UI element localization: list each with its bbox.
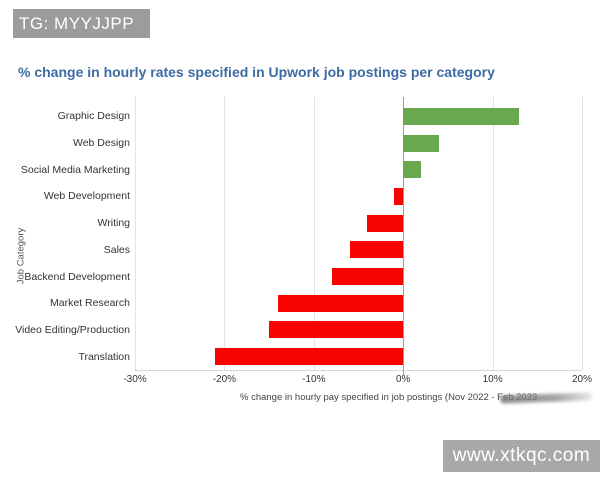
bars-layer [135,103,582,370]
gridline-0% [403,97,405,370]
gridline--30% [135,97,136,370]
watermark-bottom-right-text: www.xtkqc.com [452,445,591,466]
gridlines-layer [135,97,583,370]
x-tick--10%: -10% [302,374,326,385]
zero-tick-mark [403,370,405,375]
bar-translation [215,348,404,366]
bar-writing [367,214,404,232]
bar-social-media-marketing [403,161,422,179]
category-label-sales: Sales [103,243,130,256]
x-tick--30%: -30% [123,374,147,385]
bar-market-research [278,294,404,312]
watermark-bottom-right: www.xtkqc.com [443,440,600,472]
bar-web-development [394,187,404,205]
category-label-translation: Translation [78,350,130,363]
gridline--20% [224,97,226,370]
plot-area [135,97,583,371]
category-label-video-editing-production: Video Editing/Production [15,323,130,336]
category-label-backend-development: Backend Development [24,270,130,283]
watermark-top-left: TG: MYYJJPP [13,9,150,38]
bar-backend-development [331,268,404,286]
category-axis-labels: Graphic Design Web Design Social Media Mar… [0,103,130,370]
x-axis-title-text: % change in hourly pay specified in job … [240,392,538,403]
gridline--10% [313,97,315,370]
gridline-20% [582,97,583,370]
category-label-market-research: Market Research [50,297,130,310]
x-tick-10%: 10% [482,374,503,385]
x-tick-0%: 0% [395,374,411,385]
category-label-social-media-marketing: Social Media Marketing [20,163,130,176]
x-axis-title: % change in hourly pay specified in job … [240,392,537,403]
x-tick-20%: 20% [571,374,593,385]
bar-sales [349,241,404,259]
category-label-web-development: Web Development [43,190,130,203]
watermark-top-left-text: TG: MYYJJPP [19,13,135,33]
bar-video-editing-production [269,321,404,339]
x-axis-tick-labels: -30% -20% -10% 0% 10% 20% [123,370,592,388]
bar-graphic-design [403,107,520,125]
category-label-writing: Writing [97,217,130,230]
category-label-web-design: Web Design [72,137,130,150]
category-label-graphic-design: Graphic Design [57,110,130,123]
bar-web-design [403,134,439,152]
chart-title: % change in hourly rates specified in Up… [18,64,495,80]
gridline-10% [492,97,494,370]
x-tick--20%: -20% [212,374,237,385]
